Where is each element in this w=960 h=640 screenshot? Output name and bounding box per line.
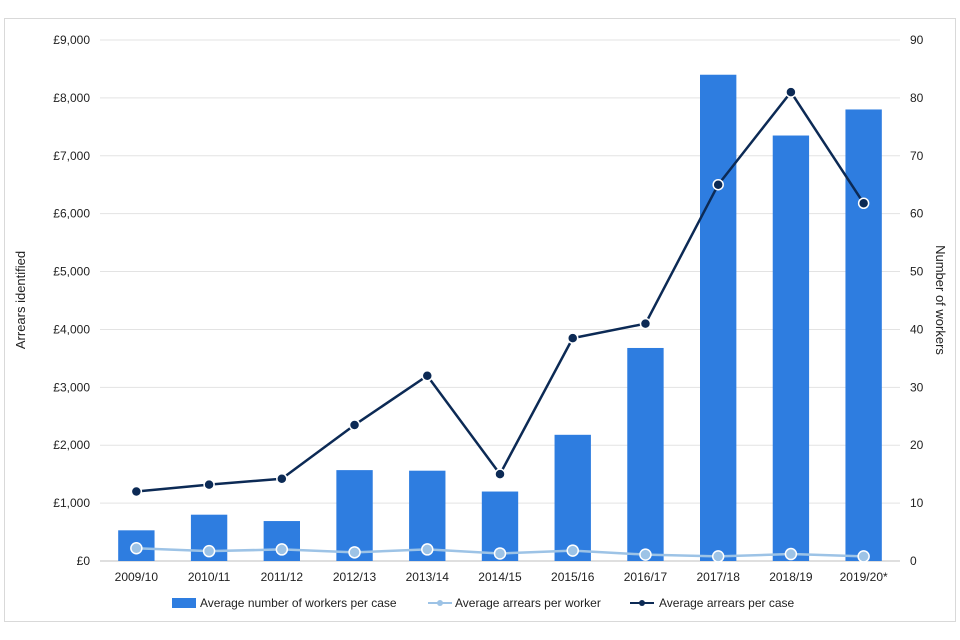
- legend-label-case: Average arrears per case: [659, 596, 795, 610]
- line-point: [785, 86, 797, 98]
- x-tick-label: 2013/14: [406, 570, 450, 584]
- left-tick-label: £3,000: [53, 380, 90, 394]
- left-tick-label: £1,000: [53, 496, 90, 510]
- line-point: [275, 543, 289, 556]
- line-series: [130, 86, 870, 563]
- bar: [627, 347, 664, 561]
- right-tick-label: 60: [910, 207, 924, 221]
- line-point: [857, 197, 870, 209]
- legend-label-bars: Average number of workers per case: [200, 596, 397, 610]
- line-point: [493, 547, 507, 560]
- x-axis-ticks: 2009/10 2010/11 2011/12 2012/13 2013/14 2014/…: [115, 570, 888, 584]
- series-line: [136, 90, 865, 493]
- x-tick-label: 2009/10: [115, 570, 159, 584]
- x-tick-label: 2010/11: [188, 570, 231, 584]
- line-point: [202, 544, 216, 558]
- line-point: [639, 317, 652, 330]
- legend-swatch-worker-marker: [437, 600, 443, 606]
- x-tick-label: 2017/18: [696, 570, 740, 584]
- left-tick-label: £7,000: [53, 149, 90, 163]
- left-tick-label: £6,000: [53, 207, 90, 221]
- legend-label-worker: Average arrears per worker: [455, 596, 601, 610]
- gridlines: [100, 39, 900, 562]
- line-point: [566, 332, 579, 344]
- right-axis-ticks: 0 10 20 30 40 50 60 70 80 90: [910, 33, 924, 568]
- left-axis-title: Arrears identified: [13, 251, 28, 349]
- bar-series: [118, 74, 882, 561]
- legend-swatch-bars: [172, 598, 196, 608]
- line-point: [421, 370, 434, 382]
- bar: [772, 135, 810, 561]
- right-tick-label: 20: [910, 438, 924, 452]
- line-point: [348, 546, 361, 559]
- x-tick-label: 2015/16: [551, 570, 595, 584]
- bar: [700, 74, 737, 561]
- x-tick-label: 2016/17: [624, 570, 668, 584]
- line-point: [130, 542, 143, 555]
- line-point: [711, 550, 725, 563]
- line-point: [130, 485, 143, 498]
- left-axis-ticks: £0 £1,000 £2,000 £3,000 £4,000 £5,000 £6,000 £7…: [53, 33, 90, 568]
- right-tick-label: 70: [910, 149, 924, 163]
- x-tick-label: 2018/19: [769, 570, 813, 584]
- bar: [554, 434, 591, 561]
- right-axis-title: Number of workers: [933, 245, 948, 355]
- line-point: [421, 543, 434, 556]
- left-tick-label: £8,000: [53, 91, 90, 105]
- line-point: [857, 550, 870, 563]
- right-tick-label: 40: [910, 322, 924, 336]
- right-tick-label: 50: [910, 265, 924, 279]
- right-tick-label: 10: [910, 496, 924, 510]
- bar: [845, 109, 882, 561]
- x-tick-label: 2012/13: [333, 570, 377, 584]
- bar: [336, 470, 373, 561]
- line-point: [784, 547, 798, 561]
- line-point: [348, 419, 361, 431]
- line-point: [639, 548, 652, 561]
- left-tick-label: £9,000: [53, 33, 90, 47]
- left-tick-label: £4,000: [53, 322, 90, 336]
- line-point: [712, 178, 724, 191]
- left-tick-label: £5,000: [53, 265, 90, 279]
- left-tick-label: £0: [77, 554, 91, 568]
- line-point: [203, 478, 215, 491]
- legend: Average number of workers per case Avera…: [172, 596, 795, 610]
- line-point: [494, 468, 506, 480]
- right-tick-label: 80: [910, 91, 924, 105]
- left-tick-label: £2,000: [53, 438, 90, 452]
- x-tick-label: 2014/15: [478, 570, 522, 584]
- right-tick-label: 90: [910, 33, 924, 47]
- right-tick-label: 30: [910, 380, 924, 394]
- right-tick-label: 0: [910, 554, 917, 568]
- line-point: [566, 544, 579, 557]
- line-point: [276, 473, 288, 485]
- x-tick-label: 2019/20*: [840, 570, 888, 584]
- legend-swatch-case-marker: [639, 600, 645, 606]
- x-tick-label: 2011/12: [261, 570, 304, 584]
